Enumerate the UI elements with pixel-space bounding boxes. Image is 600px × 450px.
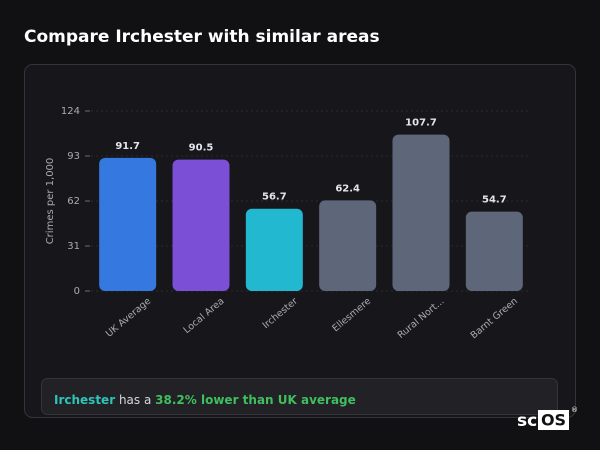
logo-box: [538, 410, 569, 430]
value-label: 56.7: [262, 192, 287, 203]
value-label: 62.4: [335, 183, 360, 194]
value-label: 90.5: [189, 143, 214, 154]
bar: [392, 134, 450, 291]
chart-title: Compare Irchester with similar areas: [24, 27, 380, 47]
y-axis-label: Crimes per 1,000: [45, 158, 56, 245]
logo-right: OS: [541, 411, 566, 430]
summary: Irchester has a 38.2% lower than UK aver…: [54, 393, 356, 407]
y-tick-label: 62: [67, 196, 80, 207]
value-label: 91.7: [115, 141, 140, 152]
bar: [99, 157, 157, 291]
bar: [172, 159, 230, 291]
logo-mark: ®: [571, 406, 578, 414]
summary-highlight: 38.2% lower than UK average: [155, 393, 356, 407]
bar: [319, 200, 377, 291]
summary-text: has a: [119, 393, 151, 407]
value-label: 54.7: [482, 195, 507, 206]
bar: [245, 208, 303, 291]
y-tick-label: 0: [74, 286, 80, 297]
y-tick-label: 93: [67, 151, 80, 162]
value-label: 107.7: [405, 118, 437, 129]
y-tick-label: 124: [61, 106, 80, 117]
summary-box: [41, 378, 558, 415]
summary-area: Irchester: [54, 393, 115, 407]
bar: [465, 211, 523, 291]
y-tick-label: 31: [67, 241, 80, 252]
logo-left: sc: [517, 411, 537, 431]
